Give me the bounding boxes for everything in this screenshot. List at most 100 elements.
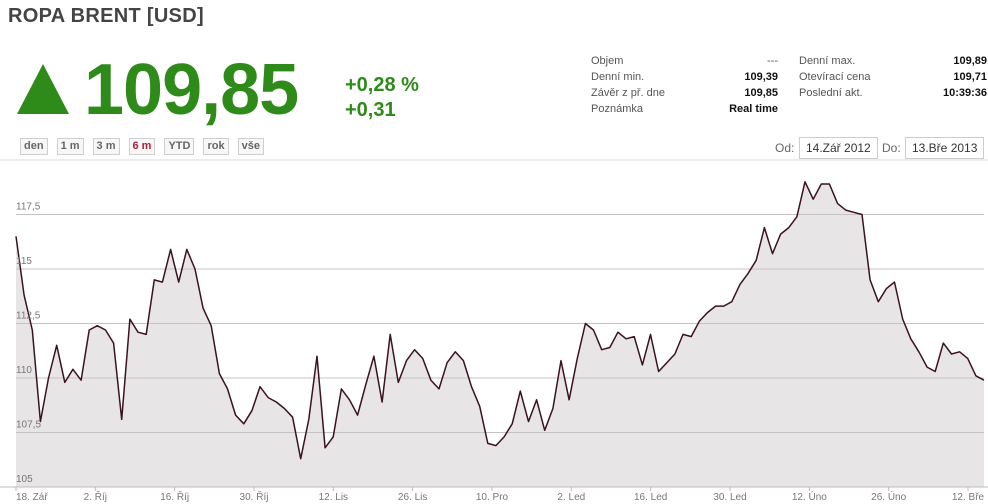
data-point[interactable]	[860, 213, 864, 217]
data-point[interactable]	[30, 328, 34, 332]
data-point[interactable]	[177, 280, 181, 284]
data-point[interactable]	[681, 332, 685, 336]
data-point[interactable]	[502, 435, 506, 439]
data-point[interactable]	[795, 215, 799, 219]
data-point[interactable]	[258, 385, 262, 389]
data-point[interactable]	[282, 407, 286, 411]
data-point[interactable]	[649, 332, 653, 336]
data-point[interactable]	[917, 350, 921, 354]
data-point[interactable]	[413, 348, 417, 352]
range-button-den[interactable]: den	[20, 138, 48, 155]
data-point[interactable]	[665, 361, 669, 365]
data-point[interactable]	[933, 370, 937, 374]
data-point[interactable]	[226, 387, 230, 391]
data-point[interactable]	[950, 352, 954, 356]
data-point[interactable]	[811, 197, 815, 201]
data-point[interactable]	[714, 304, 718, 308]
data-point[interactable]	[445, 361, 449, 365]
data-point[interactable]	[185, 247, 189, 251]
data-point[interactable]	[754, 258, 758, 262]
data-point[interactable]	[527, 420, 531, 424]
data-point[interactable]	[331, 435, 335, 439]
data-point[interactable]	[518, 389, 522, 393]
data-point[interactable]	[608, 346, 612, 350]
range-button-rok[interactable]: rok	[203, 138, 229, 155]
data-point[interactable]	[689, 335, 693, 339]
range-button-1m[interactable]: 1 m	[56, 138, 84, 155]
date-from-field[interactable]: 14.Zář 2012	[799, 137, 878, 159]
data-point[interactable]	[535, 398, 539, 402]
data-point[interactable]	[803, 180, 807, 184]
data-point[interactable]	[771, 252, 775, 256]
data-point[interactable]	[624, 337, 628, 341]
data-point[interactable]	[421, 356, 425, 360]
data-point[interactable]	[673, 352, 677, 356]
data-point[interactable]	[87, 328, 91, 332]
data-point[interactable]	[632, 335, 636, 339]
data-point[interactable]	[575, 356, 579, 360]
range-button-3m[interactable]: 3 m	[92, 138, 120, 155]
data-point[interactable]	[388, 332, 392, 336]
data-point[interactable]	[453, 350, 457, 354]
data-point[interactable]	[47, 376, 51, 380]
data-point[interactable]	[299, 457, 303, 461]
data-point[interactable]	[876, 300, 880, 304]
data-point[interactable]	[958, 350, 962, 354]
data-point[interactable]	[217, 372, 221, 376]
data-point[interactable]	[396, 380, 400, 384]
range-button-vse[interactable]: vše	[237, 138, 264, 155]
data-point[interactable]	[364, 383, 368, 387]
data-point[interactable]	[901, 317, 905, 321]
data-point[interactable]	[291, 415, 295, 419]
data-point[interactable]	[356, 413, 360, 417]
data-point[interactable]	[543, 428, 547, 432]
data-point[interactable]	[762, 226, 766, 230]
data-point[interactable]	[592, 328, 596, 332]
data-point[interactable]	[746, 271, 750, 275]
date-to-field[interactable]: 13.Bře 2013	[905, 137, 985, 159]
data-point[interactable]	[827, 182, 831, 186]
data-point[interactable]	[640, 363, 644, 367]
data-point[interactable]	[315, 354, 319, 358]
data-point[interactable]	[470, 385, 474, 389]
data-point[interactable]	[478, 404, 482, 408]
data-point[interactable]	[71, 367, 75, 371]
range-button-ytd[interactable]: YTD	[164, 138, 195, 155]
data-point[interactable]	[63, 380, 67, 384]
data-point[interactable]	[120, 417, 124, 421]
data-point[interactable]	[510, 422, 514, 426]
data-point[interactable]	[128, 317, 132, 321]
data-point[interactable]	[567, 398, 571, 402]
data-point[interactable]	[738, 282, 742, 286]
data-point[interactable]	[583, 322, 587, 326]
data-point[interactable]	[787, 226, 791, 230]
data-point[interactable]	[405, 359, 409, 363]
data-point[interactable]	[657, 370, 661, 374]
data-point[interactable]	[112, 341, 116, 345]
data-point[interactable]	[152, 278, 156, 282]
data-point[interactable]	[169, 247, 173, 251]
data-point[interactable]	[600, 348, 604, 352]
data-point[interactable]	[55, 343, 59, 347]
data-point[interactable]	[380, 400, 384, 404]
data-point[interactable]	[193, 267, 197, 271]
data-point[interactable]	[966, 356, 970, 360]
data-point[interactable]	[868, 278, 872, 282]
data-point[interactable]	[437, 387, 441, 391]
data-point[interactable]	[819, 182, 823, 186]
data-point[interactable]	[697, 319, 701, 323]
data-point[interactable]	[779, 232, 783, 236]
data-point[interactable]	[104, 328, 108, 332]
data-point[interactable]	[266, 396, 270, 400]
data-point[interactable]	[339, 387, 343, 391]
data-point[interactable]	[722, 304, 726, 308]
data-point[interactable]	[14, 234, 18, 238]
data-point[interactable]	[974, 374, 978, 378]
data-point[interactable]	[730, 300, 734, 304]
data-point[interactable]	[925, 365, 929, 369]
data-point[interactable]	[95, 324, 99, 328]
data-point[interactable]	[250, 409, 254, 413]
data-point[interactable]	[852, 210, 856, 214]
data-point[interactable]	[836, 202, 840, 206]
range-button-6m[interactable]: 6 m	[128, 138, 156, 155]
